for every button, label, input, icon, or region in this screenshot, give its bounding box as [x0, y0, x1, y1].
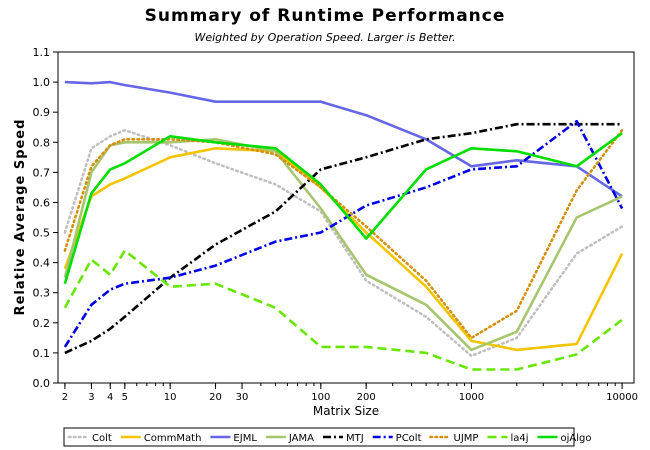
y-tick-label: 0.4	[33, 257, 51, 270]
legend-item-pcolt: PColt	[372, 433, 422, 444]
legend-item-commmath: CommMath	[120, 433, 202, 444]
x-tick-label: 200	[357, 392, 376, 403]
y-tick-label: 0.0	[33, 377, 51, 390]
y-tick-label: 0.6	[33, 196, 51, 209]
legend-label: MTJ	[346, 433, 364, 444]
y-tick-label: 1.1	[33, 46, 51, 59]
y-tick-label: 1.0	[33, 76, 51, 89]
y-tick-label: 0.9	[33, 106, 51, 119]
series-line-ejml	[64, 80, 623, 198]
x-tick-label: 1000	[459, 392, 484, 403]
legend-item-ejml: EJML	[210, 433, 257, 444]
y-tick-label: 0.2	[33, 317, 51, 330]
series-line-ujmp	[63, 128, 624, 340]
legend-label: PColt	[396, 433, 422, 444]
x-tick-label: 100	[311, 392, 330, 403]
legend-label: CommMath	[144, 433, 202, 444]
y-tick-label: 0.5	[33, 227, 51, 240]
legend-item-colt: Colt	[67, 433, 112, 444]
legend-item-jama: JAMA	[265, 433, 314, 444]
legend-label: UJMP	[454, 433, 479, 444]
legend-item-la4j: la4j	[487, 433, 529, 444]
series-line-commmath	[63, 147, 624, 352]
series-line-ojalgo	[63, 132, 623, 285]
x-tick-label: 5	[122, 392, 128, 403]
legend-item-ojalgo: ojAlgo	[537, 433, 592, 444]
legend-label: Colt	[92, 433, 112, 444]
x-tick-label: 20	[209, 392, 222, 403]
chart-title: Summary of Runtime Performance	[144, 6, 506, 26]
series-line-pcolt	[63, 119, 624, 348]
legend-label: ojAlgo	[561, 433, 592, 444]
legend-label: EJML	[233, 433, 257, 444]
series-line-la4j	[63, 249, 623, 371]
y-tick-label: 0.3	[33, 287, 51, 300]
x-tick-label: 4	[107, 392, 113, 403]
plot-frame	[57, 51, 635, 384]
series-line-colt	[63, 128, 624, 358]
legend-item-ujmp: UJMP	[429, 433, 479, 444]
legend-box	[63, 427, 575, 447]
y-tick-label: 0.1	[33, 347, 51, 360]
legend-label: la4j	[510, 433, 528, 444]
x-tick-label: 30	[236, 392, 249, 403]
chart-subtitle: Weighted by Operation Speed. Larger is B…	[194, 31, 456, 44]
x-tick-label: 2	[62, 392, 68, 403]
series-line-mtj	[64, 122, 623, 355]
legend-item-mtj: MTJ	[322, 433, 364, 444]
legend: Colt CommMath EJML JAMA MTJ PColt UJMP la4j ojAl…	[67, 433, 592, 444]
x-tick-label: 10	[164, 392, 177, 403]
x-tick-label: 10000	[606, 392, 638, 403]
y-tick-label: 0.7	[33, 166, 51, 179]
y-axis-label: Relative Average Speed	[13, 119, 28, 316]
x-tick-label: 3	[88, 392, 94, 403]
y-tick-label: 0.8	[33, 136, 51, 149]
legend-label: JAMA	[288, 433, 314, 444]
x-axis-label: Matrix Size	[313, 404, 379, 418]
